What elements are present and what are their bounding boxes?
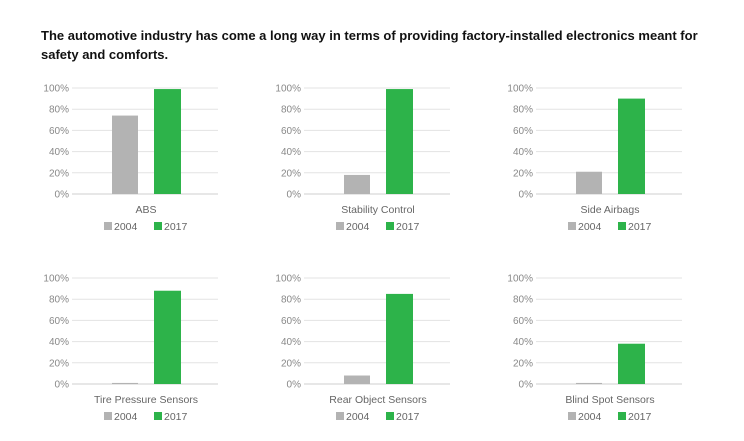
y-tick-label: 100%	[507, 274, 533, 285]
legend-label-2017: 2017	[164, 221, 188, 233]
y-tick-label: 60%	[281, 316, 301, 327]
y-tick-label: 20%	[513, 358, 533, 369]
y-tick-label: 0%	[519, 190, 534, 201]
y-tick-label: 40%	[49, 147, 69, 158]
y-tick-label: 0%	[55, 190, 70, 201]
y-tick-label: 20%	[513, 168, 533, 179]
y-tick-label: 80%	[49, 295, 69, 306]
category-label: ABS	[135, 204, 156, 216]
category-label: Tire Pressure Sensors	[94, 394, 198, 406]
legend-swatch-2017	[154, 412, 162, 420]
y-tick-label: 80%	[281, 295, 301, 306]
chart-stability-control: 0% 20% 40% 60% 80% 100% Stability Control 2004 2…	[275, 84, 450, 233]
legend-swatch-2017	[154, 222, 162, 230]
y-tick-label: 80%	[513, 295, 533, 306]
y-tick-label: 20%	[49, 168, 69, 179]
y-tick-label: 0%	[519, 380, 534, 391]
y-tick-label: 40%	[49, 337, 69, 348]
legend-swatch-2017	[386, 222, 394, 230]
y-tick-label: 100%	[43, 84, 69, 95]
y-tick-label: 100%	[507, 84, 533, 95]
legend-label-2017: 2017	[396, 411, 420, 423]
y-tick-label: 0%	[55, 380, 70, 391]
y-tick-label: 100%	[43, 274, 69, 285]
y-tick-label: 60%	[513, 316, 533, 327]
legend-label-2004: 2004	[346, 411, 370, 423]
legend-swatch-2004	[336, 222, 344, 230]
chart-abs: 0% 20% 40% 60% 80% 100% ABS 2004 2017	[43, 84, 218, 233]
y-tick-label: 20%	[49, 358, 69, 369]
category-label: Stability Control	[341, 204, 415, 216]
legend-swatch-2017	[618, 412, 626, 420]
y-tick-label: 40%	[513, 147, 533, 158]
legend-swatch-2004	[336, 412, 344, 420]
y-tick-label: 40%	[281, 337, 301, 348]
category-label: Rear Object Sensors	[329, 394, 426, 406]
legend-label-2017: 2017	[164, 411, 188, 423]
chart-side-airbags: 0% 20% 40% 60% 80% 100% Side Airbags 2004 2017	[507, 84, 682, 233]
legend-swatch-2017	[386, 412, 394, 420]
y-tick-label: 100%	[275, 84, 301, 95]
y-tick-label: 20%	[281, 168, 301, 179]
bar-2017	[618, 98, 645, 194]
legend-label-2004: 2004	[578, 411, 602, 423]
category-label: Blind Spot Sensors	[565, 394, 654, 406]
y-tick-label: 80%	[513, 105, 533, 116]
chart-tire-pressure-sensors: 0% 20% 40% 60% 80% 100% Tire Pressure Sensors 2…	[43, 274, 218, 423]
bar-2017	[154, 290, 181, 384]
y-tick-label: 0%	[287, 380, 302, 391]
category-label: Side Airbags	[581, 204, 640, 216]
y-tick-label: 80%	[49, 105, 69, 116]
y-tick-label: 80%	[281, 105, 301, 116]
bar-2004	[112, 115, 138, 194]
legend-swatch-2004	[104, 222, 112, 230]
y-tick-label: 60%	[49, 316, 69, 327]
legend-swatch-2004	[568, 412, 576, 420]
legend-label-2004: 2004	[114, 411, 138, 423]
legend-swatch-2004	[104, 412, 112, 420]
y-tick-label: 60%	[49, 126, 69, 137]
chart-blind-spot-sensors: 0% 20% 40% 60% 80% 100% Blind Spot Sensors 2004…	[507, 274, 682, 423]
y-tick-label: 40%	[281, 147, 301, 158]
bar-2017	[386, 293, 413, 384]
y-tick-label: 40%	[513, 337, 533, 348]
legend-label-2004: 2004	[114, 221, 138, 233]
legend-label-2004: 2004	[346, 221, 370, 233]
y-tick-label: 20%	[281, 358, 301, 369]
bar-2004	[576, 171, 602, 194]
legend-label-2017: 2017	[396, 221, 420, 233]
legend-label-2017: 2017	[628, 221, 652, 233]
legend-label-2004: 2004	[578, 221, 602, 233]
y-tick-label: 100%	[275, 274, 301, 285]
y-tick-label: 60%	[281, 126, 301, 137]
legend-swatch-2017	[618, 222, 626, 230]
chart-rear-object-sensors: 0% 20% 40% 60% 80% 100% Rear Object Sensors 200…	[275, 274, 450, 423]
y-tick-label: 0%	[287, 190, 302, 201]
bar-2017	[618, 343, 645, 384]
bar-2017	[386, 89, 413, 194]
legend-swatch-2004	[568, 222, 576, 230]
bar-2004	[576, 382, 602, 384]
bar-2004	[344, 174, 370, 194]
page-title: The automotive industry has come a long …	[41, 28, 698, 62]
y-tick-label: 60%	[513, 126, 533, 137]
bar-2017	[154, 89, 181, 194]
legend-label-2017: 2017	[628, 411, 652, 423]
bar-2004	[344, 375, 370, 384]
bar-2004	[112, 382, 138, 384]
